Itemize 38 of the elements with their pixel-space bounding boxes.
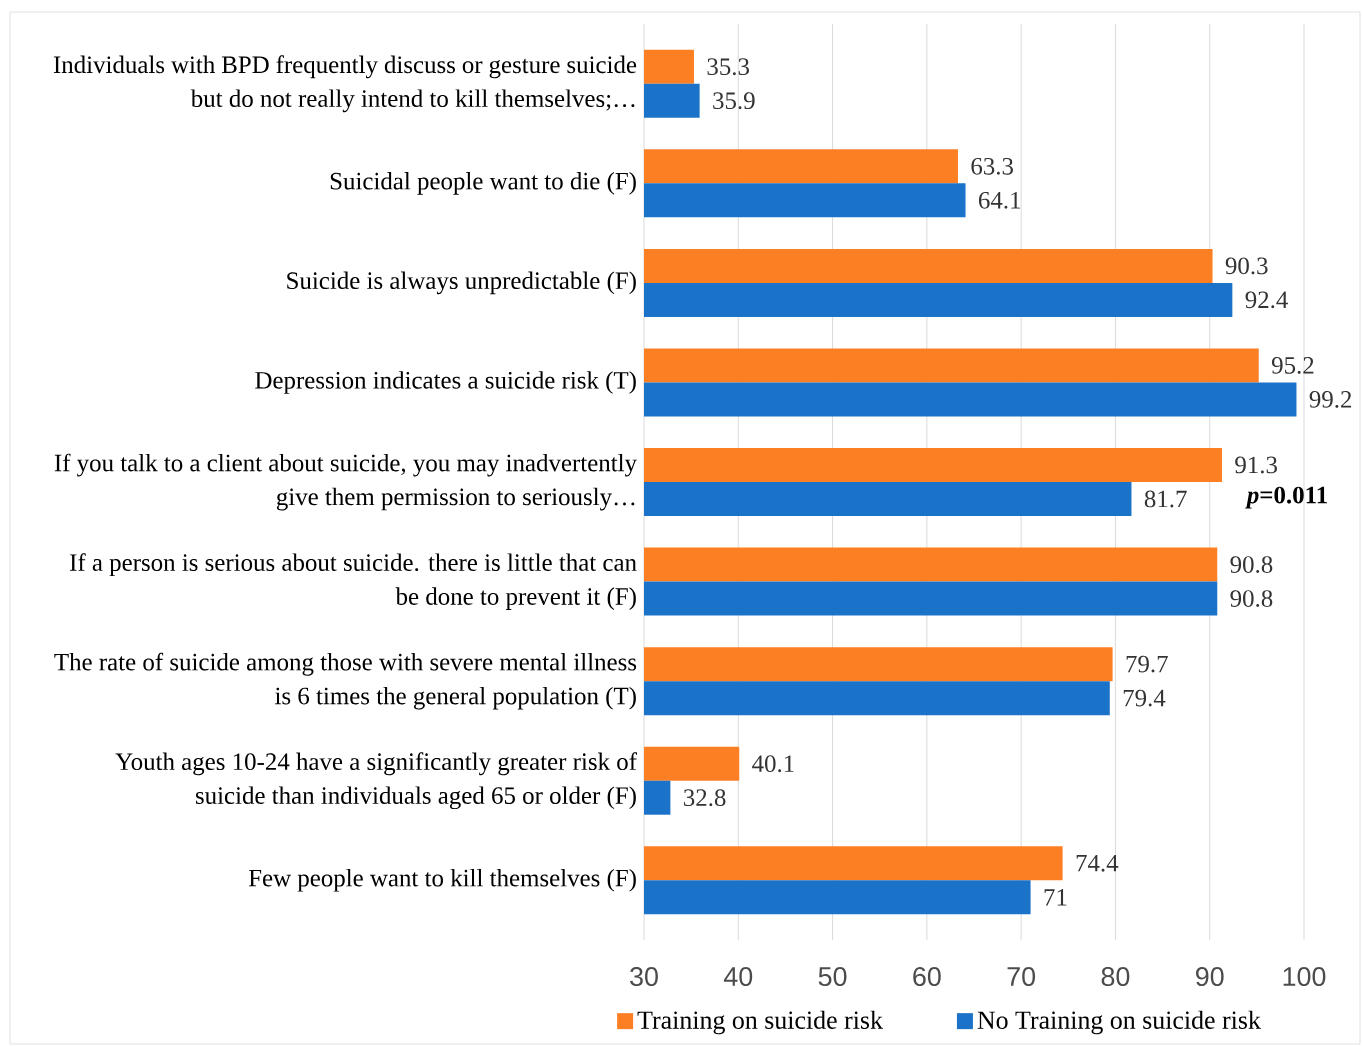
data-label: 74.4 — [1076, 854, 1119, 872]
data-label: 99.2 — [1309, 391, 1352, 408]
data-label: 90.3 — [1225, 257, 1268, 275]
y-tick-label: Suicidal people want to die (F) — [330, 172, 636, 195]
data-label: 35.3 — [707, 58, 749, 76]
data-label: 91.3 — [1235, 456, 1277, 474]
data-label: 79.4 — [1123, 689, 1166, 707]
data-label: 64.1 — [978, 191, 1021, 209]
data-label: 71 — [1044, 889, 1067, 906]
y-tick-label: If a person is serious about suicide. there is little that can be done to prevent it (F) — [70, 553, 637, 610]
y-tick-label: Individuals with BPD frequently discuss or gesture suicide but do not really intend to kill themselves;… — [53, 55, 637, 113]
data-label: 81.7 — [1144, 490, 1187, 508]
x-tick-label: 50 — [818, 967, 847, 987]
y-tick-label: Few people want to kill themselves (F) — [248, 868, 636, 892]
data-label: 95.2 — [1271, 357, 1314, 374]
x-tick-label: 40 — [723, 967, 753, 987]
data-label: 90.8 — [1230, 556, 1273, 574]
data-label: 63.3 — [971, 157, 1013, 175]
x-tick-label: 60 — [913, 967, 941, 987]
x-tick-label: 90 — [1196, 967, 1224, 987]
y-tick-label: Suicide is always unpredictable (F) — [287, 271, 636, 295]
annotation: p=0.011 — [1245, 486, 1327, 509]
data-label: 40.1 — [752, 755, 794, 773]
legend-label: Training on suicide risk — [637, 1010, 883, 1035]
x-tick-label: 70 — [1007, 967, 1036, 987]
data-label: 35.9 — [713, 92, 755, 110]
data-label: 92.4 — [1245, 291, 1288, 309]
y-tick-label: Youth ages 10-24 have a significantly greater risk of suicide than individuals aged 65 or older (F) — [115, 752, 637, 810]
x-tick-label: 30 — [630, 967, 658, 987]
x-tick-label: 100 — [1283, 967, 1326, 987]
y-tick-label: Depression indicates a suicide risk (T) — [255, 371, 636, 394]
legend-label: No Training on suicide risk — [977, 1010, 1261, 1035]
data-label: 79.7 — [1126, 655, 1168, 673]
y-tick-label: If you talk to a client about suicide, you may inadvertently give them permission to seriously… — [54, 453, 637, 511]
data-label: 90.8 — [1230, 590, 1273, 608]
data-label: 32.8 — [683, 789, 726, 807]
y-tick-label: The rate of suicide among those with severe mental illness is 6 times the general population (T) — [54, 652, 637, 710]
x-tick-label: 80 — [1101, 967, 1130, 987]
